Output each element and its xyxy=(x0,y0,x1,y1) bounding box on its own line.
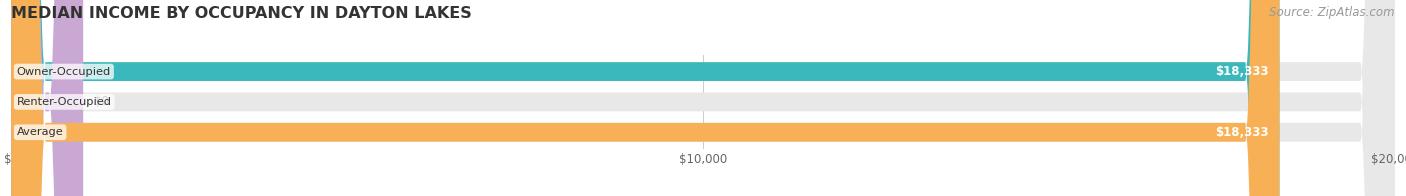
Text: $0: $0 xyxy=(94,95,110,108)
FancyBboxPatch shape xyxy=(11,0,1279,196)
FancyBboxPatch shape xyxy=(11,0,1279,196)
Text: $18,333: $18,333 xyxy=(1215,126,1268,139)
Text: Renter-Occupied: Renter-Occupied xyxy=(17,97,112,107)
FancyBboxPatch shape xyxy=(11,0,1395,196)
FancyBboxPatch shape xyxy=(11,0,1395,196)
Text: Owner-Occupied: Owner-Occupied xyxy=(17,67,111,77)
Text: MEDIAN INCOME BY OCCUPANCY IN DAYTON LAKES: MEDIAN INCOME BY OCCUPANCY IN DAYTON LAK… xyxy=(11,6,472,21)
Text: Source: ZipAtlas.com: Source: ZipAtlas.com xyxy=(1270,6,1395,19)
Text: $18,333: $18,333 xyxy=(1215,65,1268,78)
FancyBboxPatch shape xyxy=(11,0,83,196)
FancyBboxPatch shape xyxy=(11,0,1395,196)
Text: Average: Average xyxy=(17,127,63,137)
